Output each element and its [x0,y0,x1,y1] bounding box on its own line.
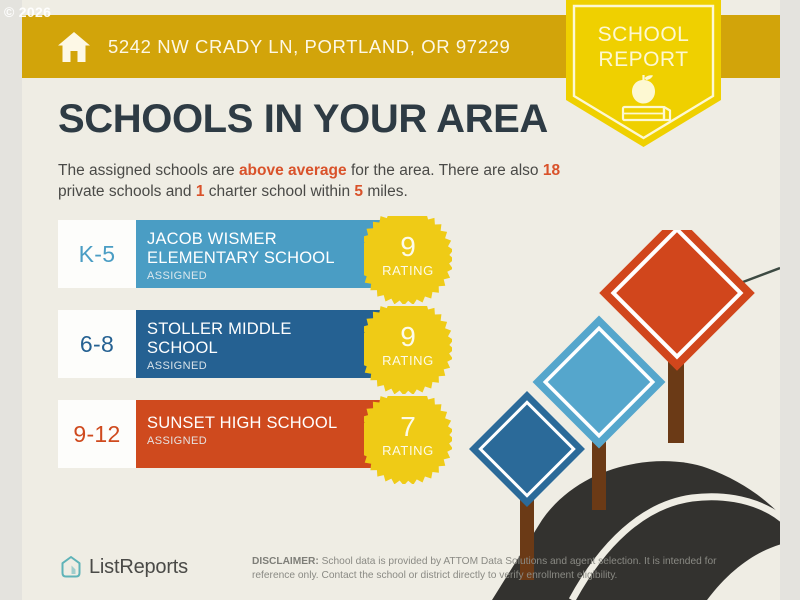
school-info-bar: STOLLER MIDDLE SCHOOL ASSIGNED [136,310,398,378]
road-center-line [568,493,780,600]
rating-label: RATING [382,263,434,278]
pennant-label: SCHOOL REPORT [566,22,721,72]
subtitle-emphasis-charter-count: 1 [195,182,205,200]
rating-value: 7 [400,411,416,442]
subtitle-part-2: for the area. There are also [346,161,543,179]
home-icon [58,32,90,62]
distance-sign-0-2 [532,315,666,449]
subtitle-emphasis-radius: 5 [354,182,364,200]
school-info-bar: SUNSET HIGH SCHOOL ASSIGNED [136,400,398,468]
subtitle-part-4: charter school within [204,182,355,200]
school-assigned-status: ASSIGNED [147,435,208,447]
school-rating-badge: 9 RATING [364,216,452,304]
school-row[interactable]: 6-8 STOLLER MIDDLE SCHOOL ASSIGNED [58,310,398,378]
school-row[interactable]: K-5 JACOB WISMER ELEMENTARY SCHOOL ASSIG… [58,220,398,288]
starburst-icon [364,306,452,394]
disclaimer-text: DISCLAIMER: School data is provided by A… [252,555,720,582]
road-inner-fill [707,544,780,600]
page-subtitle: The assigned schools are above average f… [58,160,578,202]
subtitle-part-5: miles. [363,182,408,200]
distance-sign-2 [599,215,755,371]
subtitle-part-1: The assigned schools are [58,161,239,179]
distance-sign-0-1 [469,391,585,507]
property-address: 5242 NW CRADY LN, PORTLAND, OR 97229 [108,36,511,57]
school-assigned-status: ASSIGNED [147,270,208,282]
pennant-line-2: REPORT [598,48,689,71]
rating-label: RATING [382,443,434,458]
pennant-inner-border [572,4,715,140]
footer: ListReports DISCLAIMER: School data is p… [44,545,780,600]
school-name: SUNSET HIGH SCHOOL [147,414,338,432]
school-row[interactable]: 9-12 SUNSET HIGH SCHOOL ASSIGNED [58,400,398,468]
starburst-icon [364,216,452,304]
subtitle-emphasis-private-count: 18 [542,161,561,179]
school-name: STOLLER MIDDLE SCHOOL [147,320,292,357]
school-grade-badge: K-5 [58,220,136,288]
road-signs-illustration: 0.1 MILES 0.2 MILES 2 MILES [452,215,780,600]
pennant-line-1: SCHOOL [597,23,690,46]
subtitle-emphasis-above-average: above average [238,161,347,179]
school-report-badge: SCHOOL REPORT [566,0,721,148]
listreports-logo-text: ListReports [89,555,188,578]
rating-label: RATING [382,353,434,368]
school-rating-badge: 9 RATING [364,306,452,394]
rating-value: 9 [400,231,416,262]
listreports-logo[interactable]: ListReports [60,555,188,579]
apple-icon [632,75,655,104]
book-icon [621,105,672,122]
disclaimer-body: School data is provided by ATTOM Data So… [252,556,717,581]
school-rating-badge: 7 RATING [364,396,452,484]
pennant-body [566,0,721,147]
school-grade-badge: 6-8 [58,310,136,378]
disclaimer-prefix: DISCLAIMER: [252,556,319,567]
page-title: SCHOOLS IN YOUR AREA [58,97,548,141]
starburst-icon [364,396,452,484]
school-info-bar: JACOB WISMER ELEMENTARY SCHOOL ASSIGNED [136,220,398,288]
house-pin-icon [61,556,81,578]
school-grade-badge: 9-12 [58,400,136,468]
road-art-svg [469,215,780,600]
school-name: JACOB WISMER ELEMENTARY SCHOOL [147,230,335,267]
copyright-watermark: © 2026 [4,4,52,20]
rating-value: 9 [400,321,416,352]
subtitle-part-3: private schools and [58,182,196,200]
pennant-shape [566,0,721,147]
school-assigned-status: ASSIGNED [147,360,208,372]
